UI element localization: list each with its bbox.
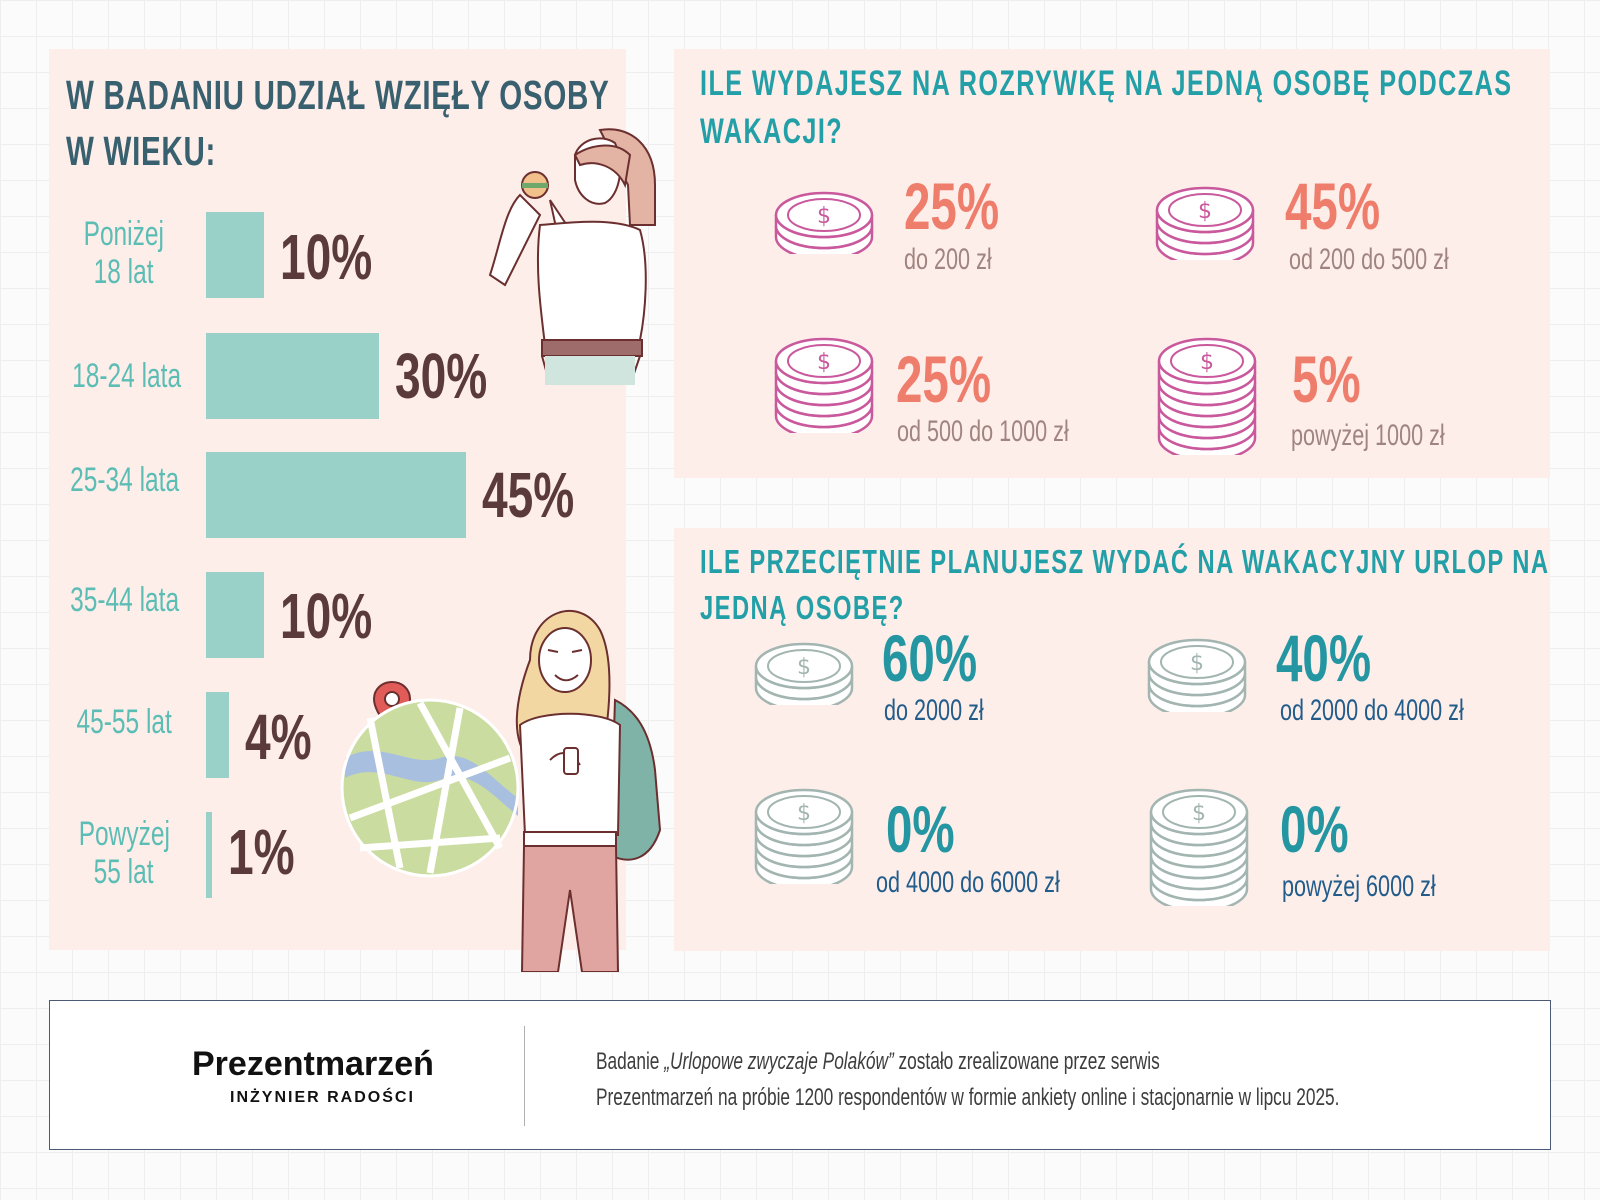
age-bar-25-34 <box>206 452 467 538</box>
svg-text:$: $ <box>817 204 831 229</box>
brand-logo: Prezentmarzeń <box>192 1045 434 1083</box>
svg-text:$: $ <box>797 655 811 680</box>
budget-value-3: 0% <box>886 792 955 866</box>
woman-with-phone-illustration <box>515 610 662 972</box>
age-heading-line2: W WIEKU: <box>66 128 217 174</box>
budget-heading-line2: JEDNĄ OSOBĘ? <box>700 589 905 626</box>
age-value-25-34: 45% <box>482 459 575 531</box>
age-label-35-44: 35-44 lata <box>70 581 180 619</box>
coin-stack-icon: $ <box>1148 786 1250 913</box>
age-bar-35-44 <box>206 572 264 658</box>
entertainment-value-2: 45% <box>1285 169 1381 243</box>
budget-label-4: powyżej 6000 zł <box>1282 870 1436 903</box>
svg-text:$: $ <box>1192 801 1206 826</box>
footer-divider <box>524 1026 525 1126</box>
age-value-under-18: 10% <box>279 221 373 293</box>
age-heading-line1: W BADANIU UDZIAŁ WZIĘŁY OSOBY <box>66 72 610 118</box>
entertainment-spend-panel: ILE WYDAJESZ NA ROZRYWKĘ NA JEDNĄ OSOBĘ … <box>674 49 1550 478</box>
entertainment-value-3: 25% <box>896 342 992 416</box>
survey-note-line1: Badanie „Urlopowe zwyczaje Polaków” zost… <box>596 1048 1160 1075</box>
entertainment-value-1: 25% <box>904 169 1000 243</box>
entertainment-label-3: od 500 do 1000 zł <box>897 415 1069 448</box>
svg-text:$: $ <box>1198 199 1212 224</box>
entertainment-label-1: do 200 zł <box>904 243 992 276</box>
coin-stack-icon: $ <box>773 189 875 261</box>
age-label-25-34: 25-34 lata <box>70 461 180 499</box>
age-bar-under-18 <box>206 212 264 298</box>
entertainment-heading-line1: ILE WYDAJESZ NA ROZRYWKĘ NA JEDNĄ OSOBĘ … <box>700 64 1513 103</box>
coin-stack-icon: $ <box>753 640 855 712</box>
coin-stack-icon: $ <box>773 335 875 440</box>
budget-value-4: 0% <box>1280 792 1349 866</box>
survey-note-line2: Prezentmarzeń na próbie 1200 respondentó… <box>596 1084 1340 1111</box>
age-heading: W BADANIU UDZIAŁ WZIĘŁY OSOBY W WIEKU: <box>66 67 821 179</box>
brand-tagline: INŻYNIER RADOŚCI <box>230 1089 415 1106</box>
coin-stack-icon: $ <box>1146 636 1248 719</box>
age-panel: W BADANIU UDZIAŁ WZIĘŁY OSOBY W WIEKU: P… <box>49 49 626 950</box>
age-bar-45-55 <box>206 692 230 778</box>
age-value-18-24: 30% <box>395 340 488 412</box>
entertainment-label-2: od 200 do 500 zł <box>1289 243 1449 276</box>
svg-text:$: $ <box>797 801 811 826</box>
age-bar-over-55 <box>206 812 212 898</box>
age-label-over-55: Powyżej 55 lat <box>78 815 170 891</box>
svg-text:$: $ <box>817 350 831 375</box>
age-label-18-24: 18-24 lata <box>72 357 182 395</box>
entertainment-value-4: 5% <box>1292 342 1361 416</box>
age-value-over-55: 1% <box>228 816 295 888</box>
entertainment-heading: ILE WYDAJESZ NA ROZRYWKĘ NA JEDNĄ OSOBĘ … <box>700 60 1600 156</box>
holiday-budget-panel: ILE PRZECIĘTNIE PLANUJESZ WYDAĆ NA WAKAC… <box>674 528 1550 951</box>
coin-stack-icon: $ <box>1156 335 1258 462</box>
footer-note-box: Prezentmarzeń INŻYNIER RADOŚCI Badanie „… <box>49 1000 1551 1150</box>
age-value-35-44: 10% <box>279 580 373 652</box>
age-value-45-55: 4% <box>245 701 312 773</box>
budget-label-3: od 4000 do 6000 zł <box>876 866 1060 899</box>
entertainment-label-4: powyżej 1000 zł <box>1291 419 1445 452</box>
age-label-under-18: Poniżej 18 lat <box>83 215 165 291</box>
svg-text:$: $ <box>1190 651 1204 676</box>
budget-value-1: 60% <box>882 621 978 695</box>
budget-label-1: do 2000 zł <box>884 694 984 727</box>
age-bar-18-24 <box>206 333 380 419</box>
budget-label-2: od 2000 do 4000 zł <box>1280 694 1464 727</box>
age-label-45-55: 45-55 lat <box>76 703 172 741</box>
budget-heading-line1: ILE PRZECIĘTNIE PLANUJESZ WYDAĆ NA WAKAC… <box>700 543 1550 580</box>
survey-title: „Urlopowe zwyczaje Polaków” <box>664 1048 894 1075</box>
woman-eating-burger-illustration <box>488 128 656 385</box>
coin-stack-icon: $ <box>753 786 855 891</box>
svg-text:$: $ <box>1200 350 1214 375</box>
coin-stack-icon: $ <box>1154 184 1256 267</box>
budget-value-2: 40% <box>1276 621 1372 695</box>
city-map-illustration <box>340 698 520 878</box>
entertainment-heading-line2: WAKACJI? <box>700 112 844 151</box>
budget-heading: ILE PRZECIĘTNIE PLANUJESZ WYDAĆ NA WAKAC… <box>700 539 1600 631</box>
